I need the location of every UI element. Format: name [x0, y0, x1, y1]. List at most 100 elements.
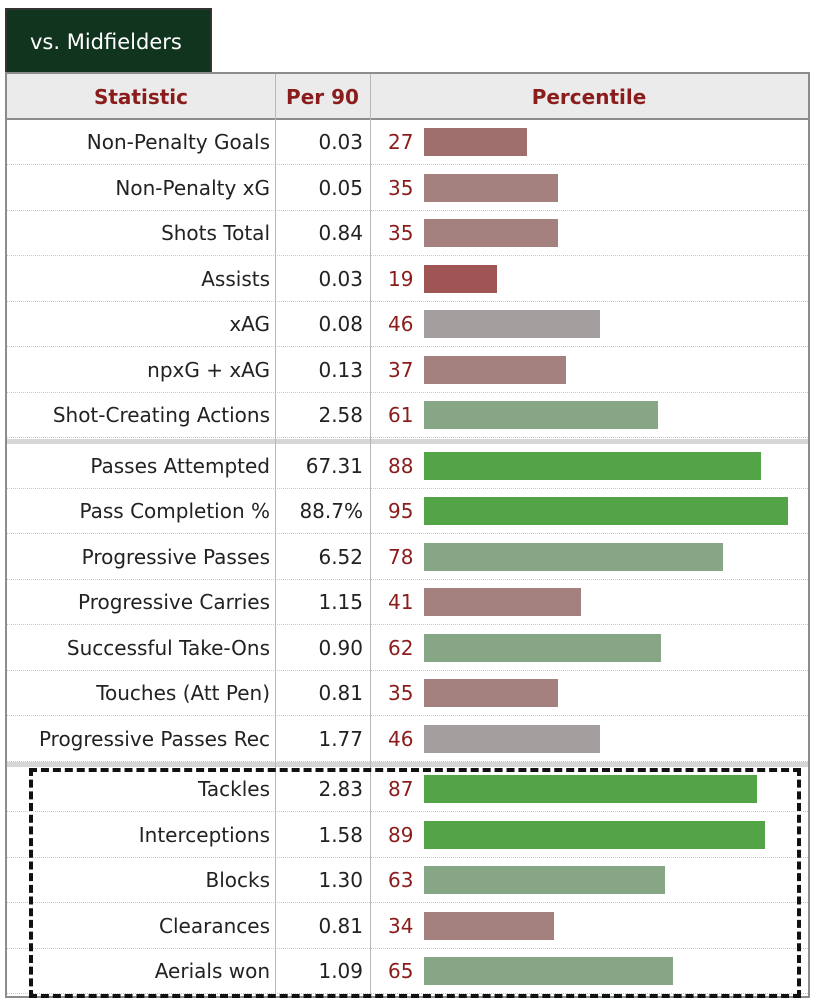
- per90-value: 0.81: [318, 681, 363, 705]
- per90-value: 67.31: [305, 453, 363, 478]
- percentile-bar: [424, 775, 757, 803]
- percentile-bar: [424, 219, 558, 247]
- per90-value: 0.90: [318, 635, 363, 660]
- percentile-bar: [424, 866, 665, 894]
- percentile-value: 37: [388, 357, 414, 382]
- column-divider: [275, 74, 276, 996]
- group-separator: [7, 762, 808, 767]
- table-row: Shots Total 0.84 35: [7, 211, 808, 256]
- stat-label: Blocks: [205, 868, 270, 892]
- percentile-bar: [424, 264, 497, 293]
- stat-label: Interceptions: [138, 822, 270, 847]
- table-row: Pass Completion % 88.7% 95: [7, 489, 808, 534]
- stat-label: xAG: [229, 312, 270, 336]
- per90-value: 0.84: [318, 221, 363, 245]
- stat-label: Non-Penalty Goals: [86, 130, 270, 154]
- stat-label: Clearances: [159, 913, 270, 938]
- percentile-value: 61: [388, 403, 414, 427]
- percentile-table: Statistic Per 90 Percentile Non-Penalty …: [5, 72, 810, 998]
- percentile-value: 46: [388, 312, 414, 336]
- percentile-value: 95: [388, 499, 414, 523]
- per90-value: 6.52: [318, 544, 363, 569]
- percentile-value: 46: [388, 726, 414, 751]
- stat-label: Tackles: [197, 777, 270, 801]
- stat-label: Assists: [201, 266, 270, 291]
- percentile-bar: [424, 497, 788, 525]
- table-row: Progressive Passes Rec 1.77 46: [7, 717, 808, 762]
- percentile-value: 34: [388, 913, 414, 938]
- percentile-bar: [424, 957, 673, 985]
- stat-label: npxG + xAG: [147, 357, 270, 382]
- per90-value: 1.77: [318, 726, 363, 751]
- percentile-value: 41: [388, 590, 414, 614]
- stat-label: Progressive Passes: [81, 544, 270, 569]
- percentile-value: 27: [388, 130, 414, 154]
- table-row: Aerials won 1.09 65: [7, 949, 808, 994]
- stat-label: Progressive Carries: [77, 590, 270, 614]
- table-row: Progressive Carries 1.15 41: [7, 580, 808, 625]
- percentile-value: 65: [388, 959, 414, 983]
- table-row: npxG + xAG 0.13 37: [7, 348, 808, 393]
- column-divider: [370, 74, 371, 996]
- percentile-bar: [424, 820, 765, 849]
- header-per90: Per 90: [286, 85, 359, 109]
- percentile-bar: [424, 355, 566, 384]
- table-row: Progressive Passes 6.52 78: [7, 535, 808, 580]
- per90-value: 0.03: [318, 130, 363, 154]
- percentile-bar: [424, 128, 527, 156]
- percentile-value: 87: [388, 777, 414, 801]
- stat-label: Passes Attempted: [90, 453, 270, 478]
- stat-label: Non-Penalty xG: [115, 175, 270, 200]
- percentile-bar: [424, 173, 558, 202]
- table-row: Non-Penalty Goals 0.03 27: [7, 120, 808, 165]
- table-row: Blocks 1.30 63: [7, 858, 808, 903]
- percentile-bar: [424, 911, 554, 940]
- percentile-bar: [424, 679, 558, 707]
- table-row: Successful Take-Ons 0.90 62: [7, 626, 808, 671]
- per90-value: 88.7%: [299, 499, 363, 523]
- per90-value: 1.15: [318, 590, 363, 614]
- stat-label: Progressive Passes Rec: [38, 726, 270, 751]
- percentile-bar: [424, 633, 661, 662]
- stat-label: Aerials won: [154, 959, 270, 983]
- percentile-value: 35: [388, 221, 414, 245]
- table-header: Statistic Per 90 Percentile: [7, 74, 808, 120]
- per90-value: 0.08: [318, 312, 363, 336]
- percentile-value: 63: [388, 868, 414, 892]
- table-row: Assists 0.03 19: [7, 257, 808, 302]
- tab-vs-midfielders[interactable]: vs. Midfielders: [5, 8, 212, 72]
- percentile-bar: [424, 310, 600, 338]
- table-row: Non-Penalty xG 0.05 35: [7, 166, 808, 211]
- percentile-bar: [424, 401, 658, 429]
- header-percentile: Percentile: [531, 85, 647, 109]
- stat-label: Shots Total: [161, 221, 270, 245]
- per90-value: 1.58: [318, 822, 363, 847]
- percentile-bar: [424, 724, 600, 753]
- table-row: xAG 0.08 46: [7, 302, 808, 347]
- group-separator: [7, 438, 808, 444]
- table-row: Passes Attempted 67.31 88: [7, 444, 808, 489]
- percentile-bar: [424, 542, 723, 571]
- table-row: Shot-Creating Actions 2.58 61: [7, 393, 808, 438]
- per90-value: 0.05: [318, 175, 363, 200]
- percentile-bar: [424, 588, 581, 616]
- stat-label: Touches (Att Pen): [96, 681, 270, 705]
- header-statistic: Statistic: [93, 85, 189, 109]
- percentile-bar: [424, 451, 761, 480]
- percentile-value: 89: [388, 822, 414, 847]
- per90-value: 1.09: [318, 959, 363, 983]
- table-row: Clearances 0.81 34: [7, 904, 808, 949]
- percentile-value: 88: [388, 453, 414, 478]
- stat-label: Successful Take-Ons: [66, 635, 270, 660]
- stat-label: Shot-Creating Actions: [52, 403, 270, 427]
- percentile-value: 35: [388, 175, 414, 200]
- percentile-value: 62: [388, 635, 414, 660]
- table-row: Interceptions 1.58 89: [7, 813, 808, 858]
- per90-value: 0.13: [318, 357, 363, 382]
- per90-value: 2.58: [318, 403, 363, 427]
- per90-value: 1.30: [318, 868, 363, 892]
- percentile-value: 78: [388, 544, 414, 569]
- percentile-value: 35: [388, 681, 414, 705]
- table-row: Touches (Att Pen) 0.81 35: [7, 671, 808, 716]
- percentile-value: 19: [388, 266, 414, 291]
